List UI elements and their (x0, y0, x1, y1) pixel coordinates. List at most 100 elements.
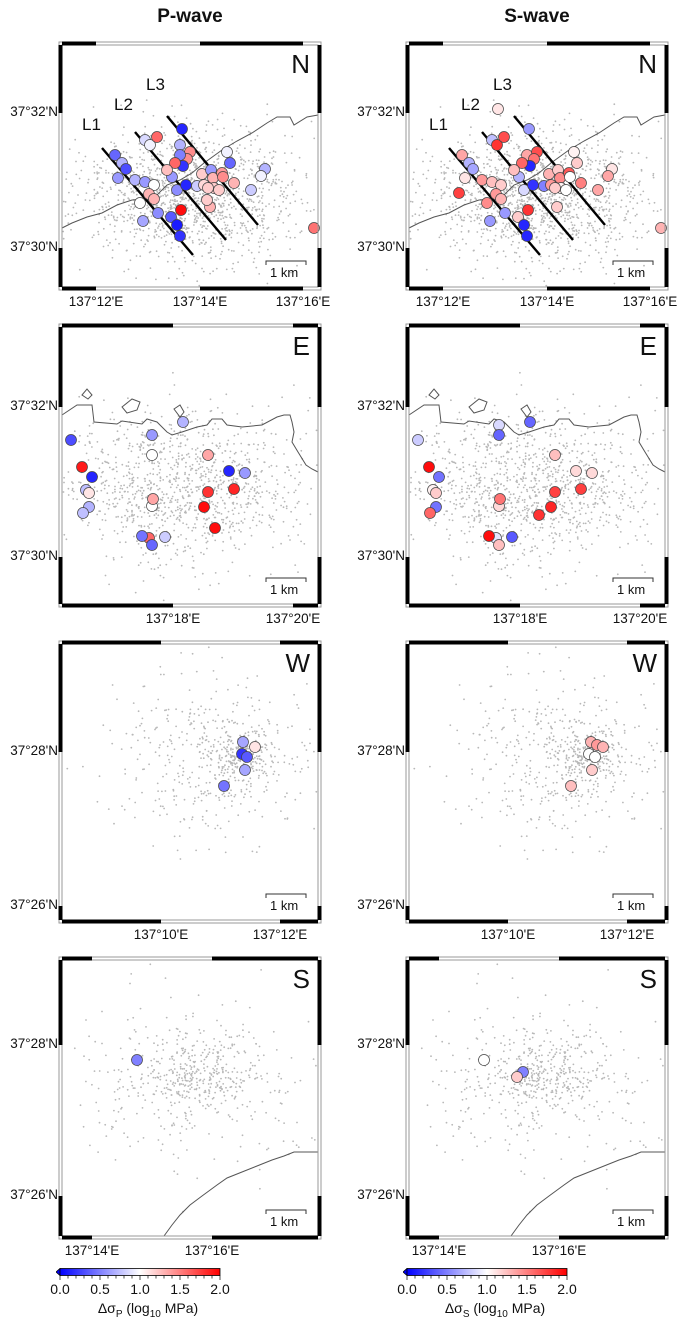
scale-bar-label: 1 km (617, 582, 646, 597)
event-marker (245, 184, 257, 196)
latitude-tick-label: 37°26'N (10, 1187, 58, 1202)
region-label: E (639, 331, 657, 361)
stress-drop-events (453, 103, 667, 242)
event-marker (131, 1054, 143, 1066)
stress-drop-events (412, 416, 598, 551)
latitude-tick-label: 37°26'N (357, 1187, 405, 1202)
background-seismicity-points (62, 371, 318, 602)
event-marker (506, 531, 518, 543)
map-frame (405, 956, 669, 1240)
scale-bar (265, 893, 307, 898)
colorbar-title-part: 10 (149, 1308, 161, 1320)
scale-bar (612, 1209, 654, 1214)
event-marker (308, 222, 320, 234)
event-marker (213, 184, 225, 196)
map-canvas (58, 323, 322, 608)
event-marker (237, 736, 249, 748)
map-frame (405, 41, 669, 291)
event-marker (493, 429, 505, 441)
event-marker (201, 194, 213, 206)
colorbar-title: ΔσP (log10 MPa) (60, 1300, 236, 1320)
map-panel-s-s-wave: 1 km S 37°28'N 37°26'N 137°14'E 137°16'E (357, 956, 669, 1258)
event-marker (524, 416, 536, 428)
longitude-tick-label: 137°20'E (612, 611, 668, 626)
event-marker (597, 741, 609, 753)
event-marker (493, 419, 505, 431)
event-marker (174, 230, 186, 242)
colorbar-tick-label: 0.5 (437, 1281, 457, 1297)
event-marker (77, 507, 89, 519)
longitude-tick-label: 137°18'E (145, 611, 201, 626)
event-marker (223, 465, 235, 477)
map-canvas (405, 640, 669, 924)
event-marker (146, 449, 158, 461)
coastline (163, 1151, 318, 1237)
latitude-tick-label: 37°28'N (357, 1036, 405, 1051)
scale-bar-label: 1 km (270, 898, 299, 913)
colorbar-tick-label: 1.5 (170, 1281, 190, 1297)
map-panel-s-p-wave: 1 km S 37°28'N 37°26'N 137°14'E 137°16'E (10, 956, 322, 1258)
stress-drop-events (218, 736, 261, 792)
longitude-tick-label: 137°12'E (252, 927, 308, 942)
map-frame (405, 323, 669, 608)
event-marker (424, 507, 436, 519)
event-marker (476, 174, 488, 186)
colorbar-title-part: (log (122, 1300, 150, 1316)
event-marker (198, 501, 210, 513)
coastline (408, 404, 666, 473)
event-marker (137, 215, 149, 227)
region-label: N (291, 49, 310, 79)
event-marker (491, 139, 503, 151)
event-marker (565, 780, 577, 792)
event-marker (564, 171, 576, 183)
longitude-tick-label: 137°16'E (275, 294, 331, 309)
event-marker (453, 187, 465, 199)
map-canvas (405, 956, 669, 1240)
region-label: E (292, 331, 310, 361)
event-marker (148, 179, 160, 191)
longitude-tick-label: 137°20'E (265, 611, 321, 626)
event-marker (239, 764, 251, 776)
island-outline (468, 398, 488, 414)
map-panel-n-p-wave: 1 km N L1 L2 L3 37°32'N 37°30'N 137°12'E 137°14'… (10, 41, 330, 309)
colorbar-tick-label: 0.5 (90, 1281, 110, 1297)
event-marker (527, 179, 539, 191)
region-label: W (632, 648, 657, 678)
event-marker (176, 123, 188, 135)
event-marker (412, 434, 424, 446)
colorbar-title-part: (log (469, 1300, 497, 1316)
longitude-tick-label: 137°14'E (519, 294, 575, 309)
event-marker (144, 139, 156, 151)
island-outline (121, 398, 141, 414)
longitude-tick-label: 137°12'E (415, 294, 471, 309)
event-marker (180, 179, 192, 191)
profile-line-label: L1 (429, 115, 448, 134)
island-outline (428, 388, 440, 400)
map-frame (58, 41, 322, 291)
event-marker (221, 146, 233, 158)
event-marker (171, 184, 183, 196)
colorbar-title: ΔσS (log10 MPa) (407, 1300, 583, 1320)
map-frame (58, 640, 322, 924)
colorbar-title-part: MPa) (160, 1300, 199, 1316)
island-outline (173, 404, 185, 418)
event-marker (177, 416, 189, 428)
event-marker (136, 530, 148, 542)
event-marker (518, 219, 530, 231)
event-marker (120, 163, 132, 175)
event-marker (478, 1054, 490, 1066)
event-marker (551, 201, 563, 213)
latitude-tick-label: 37°30'N (357, 239, 405, 254)
colorbar-title-part: S (462, 1308, 470, 1320)
background-seismicity-points (413, 646, 665, 860)
event-marker (165, 211, 177, 223)
event-marker (495, 179, 507, 191)
event-marker (161, 164, 173, 176)
event-marker (171, 219, 183, 231)
event-marker (589, 751, 601, 763)
map-frame (58, 956, 322, 1240)
event-marker (516, 157, 528, 169)
map-canvas (58, 640, 322, 924)
map-panel-n-s-wave: 1 km N L1 L2 L3 37°32'N 37°30'N 137°12'E 137°14'… (357, 41, 677, 309)
event-marker (147, 493, 159, 505)
